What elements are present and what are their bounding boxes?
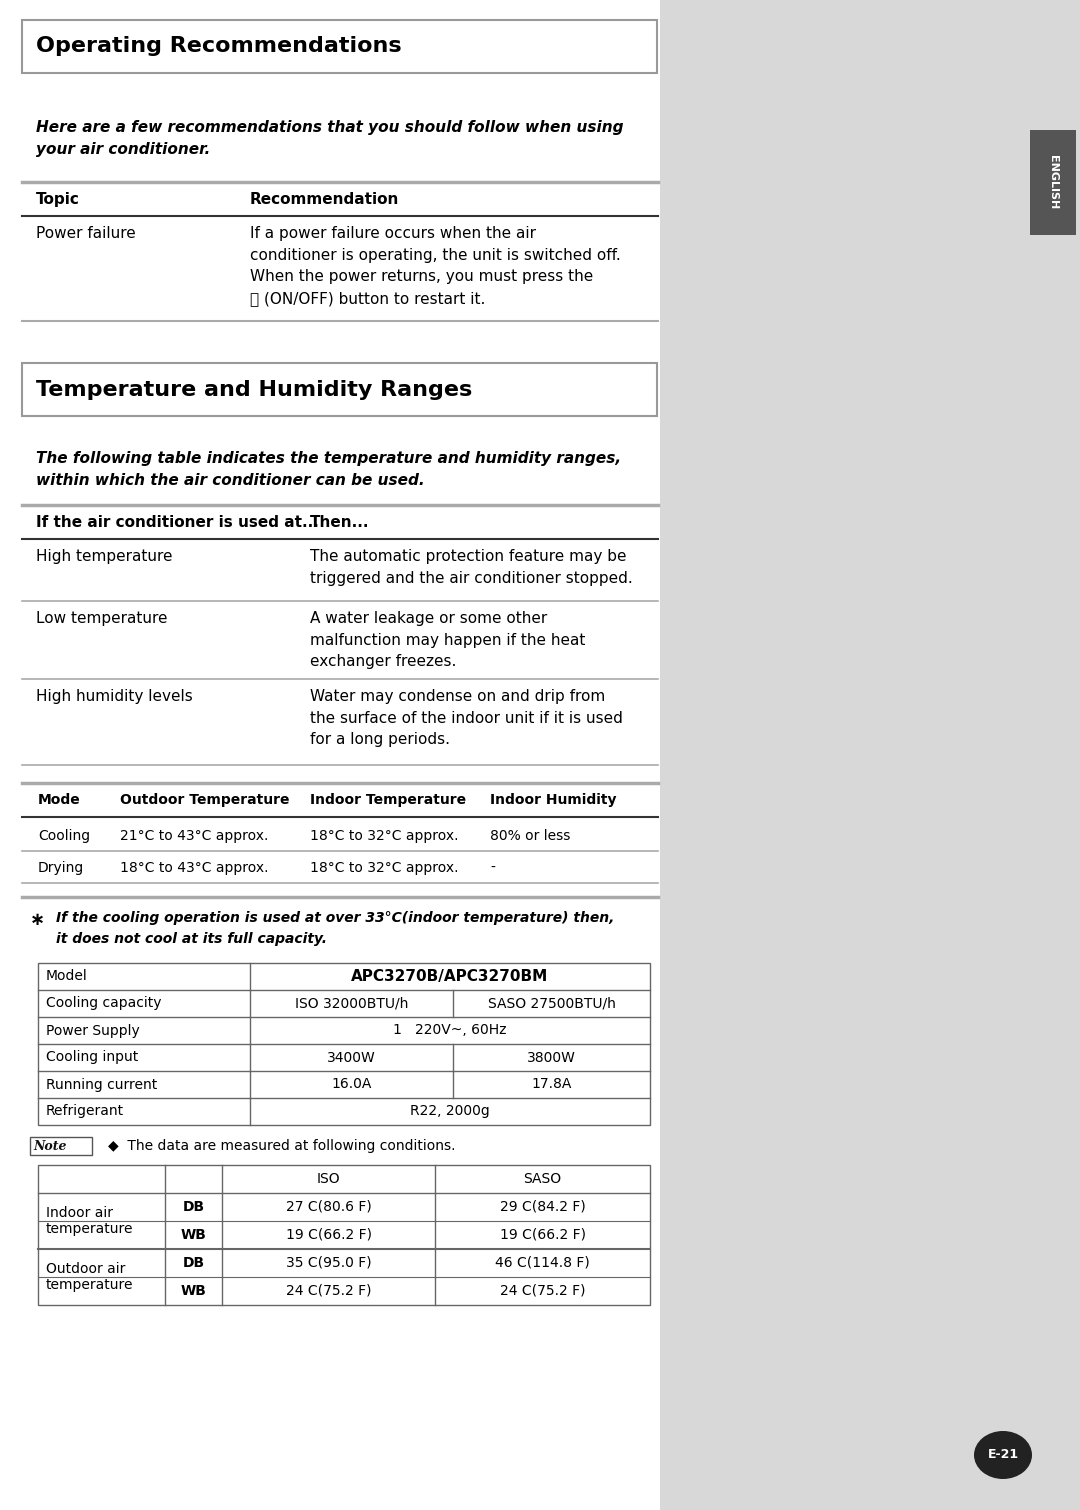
Text: Recommendation: Recommendation (249, 192, 400, 207)
Text: ∗: ∗ (30, 911, 45, 929)
Text: Low temperature: Low temperature (36, 612, 167, 627)
Text: Temperature and Humidity Ranges: Temperature and Humidity Ranges (36, 379, 472, 400)
Text: 24 C(75.2 F): 24 C(75.2 F) (286, 1284, 372, 1299)
Text: 29 C(84.2 F): 29 C(84.2 F) (500, 1200, 585, 1214)
Text: Refrigerant: Refrigerant (46, 1104, 124, 1119)
Text: ENGLISH: ENGLISH (1048, 156, 1058, 210)
Text: Note: Note (33, 1140, 67, 1152)
Text: 16.0A: 16.0A (332, 1078, 372, 1092)
Text: Indoor air
temperature: Indoor air temperature (46, 1206, 134, 1237)
Bar (1030, 130, 1076, 236)
Text: Mode: Mode (38, 793, 81, 806)
Text: Cooling capacity: Cooling capacity (46, 997, 162, 1010)
Text: 35 C(95.0 F): 35 C(95.0 F) (286, 1256, 372, 1270)
Text: The automatic protection feature may be
triggered and the air conditioner stoppe: The automatic protection feature may be … (310, 550, 633, 586)
Text: E-21: E-21 (987, 1448, 1018, 1462)
Text: 3400W: 3400W (327, 1051, 376, 1065)
Text: Drying: Drying (38, 861, 84, 874)
Text: WB: WB (180, 1228, 206, 1243)
Text: Then...: Then... (310, 515, 369, 530)
Text: If the air conditioner is used at...: If the air conditioner is used at... (36, 515, 319, 530)
Bar (660, 0, 1080, 1510)
Text: High temperature: High temperature (36, 550, 173, 565)
Text: 19 C(66.2 F): 19 C(66.2 F) (285, 1228, 372, 1243)
Text: 3800W: 3800W (527, 1051, 576, 1065)
Text: Here are a few recommendations that you should follow when using
your air condit: Here are a few recommendations that you … (36, 119, 623, 157)
Text: Operating Recommendations: Operating Recommendations (36, 36, 402, 56)
Text: DB: DB (183, 1256, 204, 1270)
Text: 46 C(114.8 F): 46 C(114.8 F) (495, 1256, 590, 1270)
Text: SASO 27500BTU/h: SASO 27500BTU/h (487, 997, 616, 1010)
Text: The following table indicates the temperature and humidity ranges,
within which : The following table indicates the temper… (36, 451, 621, 488)
Text: 18°C to 32°C approx.: 18°C to 32°C approx. (310, 829, 459, 843)
Bar (30, 1137, 92, 1155)
Text: Topic: Topic (36, 192, 80, 207)
Text: -: - (490, 861, 495, 874)
Text: A water leakage or some other
malfunction may happen if the heat
exchanger freez: A water leakage or some other malfunctio… (310, 612, 585, 669)
Text: R22, 2000g: R22, 2000g (410, 1104, 490, 1119)
Text: Model: Model (46, 969, 87, 983)
Text: WB: WB (180, 1284, 206, 1299)
Text: 18°C to 43°C approx.: 18°C to 43°C approx. (120, 861, 269, 874)
Text: Cooling input: Cooling input (46, 1051, 138, 1065)
Text: Power failure: Power failure (36, 226, 136, 242)
Text: Indoor Humidity: Indoor Humidity (490, 793, 617, 806)
Text: If the cooling operation is used at over 33°C(indoor temperature) then,
it does : If the cooling operation is used at over… (56, 911, 615, 945)
Text: 80% or less: 80% or less (490, 829, 570, 843)
Bar (22, 362, 657, 415)
Bar (22, 20, 657, 72)
Text: DB: DB (183, 1200, 204, 1214)
Text: Water may condense on and drip from
the surface of the indoor unit if it is used: Water may condense on and drip from the … (310, 689, 623, 747)
Text: If a power failure occurs when the air
conditioner is operating, the unit is swi: If a power failure occurs when the air c… (249, 226, 621, 307)
Text: SASO: SASO (524, 1172, 562, 1185)
Text: Running current: Running current (46, 1078, 158, 1092)
Bar (38, 963, 650, 1125)
Text: Indoor Temperature: Indoor Temperature (310, 793, 467, 806)
Ellipse shape (974, 1431, 1032, 1478)
Text: 1   220V~, 60Hz: 1 220V~, 60Hz (393, 1024, 507, 1037)
Text: ISO: ISO (316, 1172, 340, 1185)
Text: 19 C(66.2 F): 19 C(66.2 F) (499, 1228, 585, 1243)
Text: High humidity levels: High humidity levels (36, 689, 192, 704)
Text: Power Supply: Power Supply (46, 1024, 139, 1037)
Bar (38, 1166, 650, 1305)
Text: Outdoor Temperature: Outdoor Temperature (120, 793, 289, 806)
Text: 21°C to 43°C approx.: 21°C to 43°C approx. (120, 829, 268, 843)
Text: 27 C(80.6 F): 27 C(80.6 F) (285, 1200, 372, 1214)
Text: 17.8A: 17.8A (531, 1078, 571, 1092)
Text: 24 C(75.2 F): 24 C(75.2 F) (500, 1284, 585, 1299)
Text: ISO 32000BTU/h: ISO 32000BTU/h (295, 997, 408, 1010)
Text: APC3270B/APC3270BM: APC3270B/APC3270BM (351, 969, 549, 985)
Text: ◆  The data are measured at following conditions.: ◆ The data are measured at following con… (108, 1139, 456, 1154)
Text: Cooling: Cooling (38, 829, 90, 843)
Text: Outdoor air
temperature: Outdoor air temperature (46, 1262, 134, 1293)
Text: 18°C to 32°C approx.: 18°C to 32°C approx. (310, 861, 459, 874)
